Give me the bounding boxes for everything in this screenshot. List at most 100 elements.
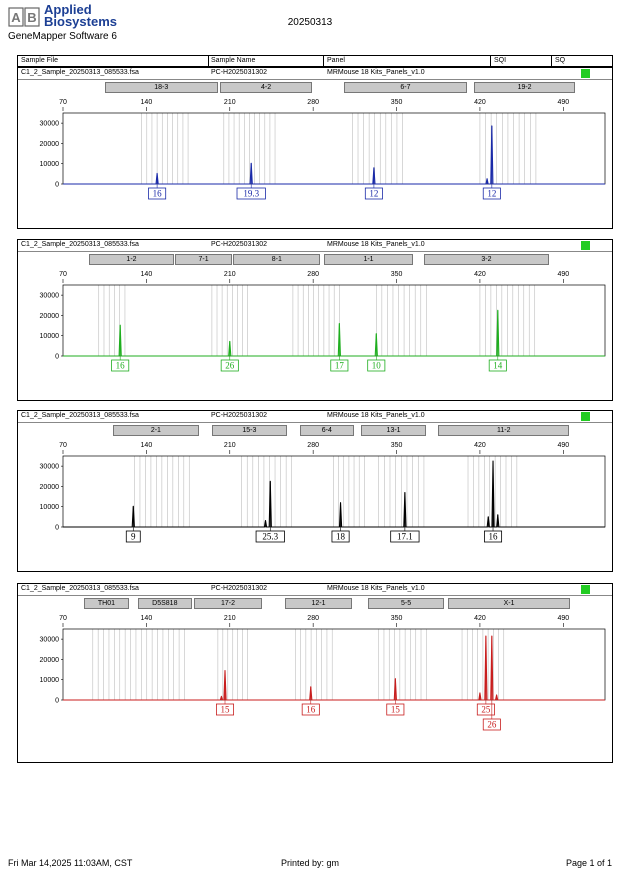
sample-info-row: C1_2_Sample_20250313_085533.fsa PC-H20250… — [18, 411, 612, 423]
col-sqi: SQI — [494, 57, 507, 64]
x-tick-label: 70 — [59, 99, 67, 106]
y-tick-label: 0 — [55, 698, 59, 705]
allele-call[interactable]: 16 — [111, 356, 130, 372]
marker-bin-7-1[interactable]: 7-1 — [174, 254, 233, 265]
svg-text:B: B — [27, 10, 36, 25]
marker-bin-x-1[interactable]: X-1 — [447, 598, 571, 609]
column-header: Sample File Sample Name Panel SQI SQ — [17, 55, 613, 67]
sample-info-row: C1_2_Sample_20250313_085533.fsa PC-H20250… — [18, 584, 612, 596]
marker-bin-8-1[interactable]: 8-1 — [233, 254, 321, 265]
y-tick-label: 10000 — [40, 677, 60, 684]
x-tick-label: 490 — [557, 442, 569, 449]
marker-bin-11-2[interactable]: 11-2 — [438, 425, 570, 436]
info-sample-file: C1_2_Sample_20250313_085533.fsa — [21, 585, 139, 592]
electropherogram-panel-blue: C1_2_Sample_20250313_085533.fsa PC-H20250… — [17, 67, 613, 229]
x-tick-label: 420 — [474, 442, 486, 449]
y-tick-label: 0 — [55, 525, 59, 532]
software-name: GeneMapper Software 6 — [8, 31, 117, 42]
allele-call[interactable]: 14 — [488, 356, 507, 372]
brand-name: Applied Biosystems — [44, 3, 117, 29]
x-tick-label: 210 — [224, 271, 236, 278]
y-tick-label: 20000 — [40, 484, 60, 491]
svg-text:A: A — [11, 10, 21, 25]
page-number: Page 1 of 1 — [565, 858, 612, 868]
col-sample-name: Sample Name — [211, 57, 256, 64]
allele-call[interactable]: 12 — [364, 184, 383, 200]
sizing-quality-indicator — [581, 241, 590, 250]
y-tick-label: 30000 — [40, 637, 60, 644]
y-tick-label: 20000 — [40, 141, 60, 148]
marker-bin-2-1[interactable]: 2-1 — [113, 425, 199, 436]
allele-call[interactable]: 25.3 — [255, 527, 285, 543]
allele-call[interactable]: 26 — [220, 356, 239, 372]
marker-bin-18-3[interactable]: 18-3 — [104, 82, 218, 93]
marker-bin-3-2[interactable]: 3-2 — [423, 254, 549, 265]
marker-bin-12-1[interactable]: 12-1 — [284, 598, 353, 609]
electropherogram-plot: 70 140 210 280 350 420 490 0 10000 20000 30000 16 26… — [40, 271, 606, 372]
x-tick-label: 350 — [391, 442, 403, 449]
y-tick-label: 0 — [55, 182, 59, 189]
allele-call[interactable]: 19.3 — [236, 184, 266, 200]
marker-bin-d5s818[interactable]: D5S818 — [138, 598, 192, 609]
allele-call[interactable]: 17 — [330, 356, 349, 372]
plot-frame — [62, 628, 606, 701]
allele-call-label: 19.3 — [243, 189, 259, 199]
marker-bin-4-2[interactable]: 4-2 — [220, 82, 312, 93]
marker-bin-6-7[interactable]: 6-7 — [344, 82, 467, 93]
allele-call[interactable]: 16 — [301, 700, 320, 716]
x-tick-label: 140 — [141, 615, 153, 622]
marker-bin-13-1[interactable]: 13-1 — [360, 425, 427, 436]
plot-frame — [62, 455, 606, 528]
signal-trace — [63, 460, 605, 528]
allele-call[interactable]: 16 — [484, 527, 503, 543]
x-tick-label: 70 — [59, 271, 67, 278]
allele-call-label: 10 — [372, 361, 382, 371]
allele-call[interactable]: 17.1 — [390, 527, 420, 543]
brand-line-2: Biosystems — [44, 14, 117, 29]
allele-call[interactable]: 15 — [386, 700, 405, 716]
allele-call-label: 17.1 — [397, 532, 413, 542]
col-sample-file: Sample File — [21, 57, 58, 64]
x-tick-label: 140 — [141, 99, 153, 106]
allele-call-label: 16 — [489, 532, 499, 542]
x-tick-label: 210 — [224, 99, 236, 106]
allele-call[interactable]: 9 — [125, 527, 141, 543]
x-tick-label: 490 — [557, 271, 569, 278]
allele-call[interactable]: 12 — [482, 184, 501, 200]
x-tick-label: 210 — [224, 615, 236, 622]
info-panel: MRMouse 18 Kits_Panels_v1.0 — [327, 585, 425, 592]
sizing-quality-indicator — [581, 412, 590, 421]
sizing-quality-indicator — [581, 69, 590, 78]
signal-trace — [63, 125, 605, 185]
printed-by: Printed by: gm — [280, 858, 340, 868]
x-tick-label: 490 — [557, 615, 569, 622]
marker-bin-1-2[interactable]: 1-2 — [89, 254, 174, 265]
allele-call[interactable]: 15 — [216, 700, 235, 716]
marker-bin-19-2[interactable]: 19-2 — [473, 82, 576, 93]
y-tick-label: 20000 — [40, 313, 60, 320]
marker-bin-1-1[interactable]: 1-1 — [323, 254, 414, 265]
marker-bin-6-4[interactable]: 6-4 — [300, 425, 354, 436]
allele-call[interactable]: 26 — [482, 700, 501, 731]
marker-bin-17-2[interactable]: 17-2 — [194, 598, 262, 609]
x-tick-label: 350 — [391, 99, 403, 106]
allele-call[interactable]: 16 — [148, 184, 167, 200]
x-tick-label: 420 — [474, 99, 486, 106]
allele-call[interactable]: 18 — [331, 527, 350, 543]
x-tick-label: 280 — [307, 271, 319, 278]
x-tick-label: 280 — [307, 442, 319, 449]
y-tick-label: 30000 — [40, 121, 60, 128]
col-sq: SQ — [555, 57, 566, 64]
sample-info-row: C1_2_Sample_20250313_085533.fsa PC-H20250… — [18, 240, 612, 252]
x-tick-label: 280 — [307, 99, 319, 106]
x-tick-label: 140 — [141, 271, 153, 278]
allele-call[interactable]: 10 — [367, 356, 386, 372]
x-tick-label: 280 — [307, 615, 319, 622]
y-tick-label: 10000 — [40, 504, 60, 511]
allele-call-label: 25.3 — [262, 532, 278, 542]
marker-bin-15-3[interactable]: 15-3 — [211, 425, 287, 436]
allele-call[interactable]: 25 — [476, 700, 495, 716]
marker-bin-th01[interactable]: TH01 — [84, 598, 129, 609]
marker-bin-5-5[interactable]: 5-5 — [367, 598, 445, 609]
electropherogram-panel-green: C1_2_Sample_20250313_085533.fsa PC-H20250… — [17, 239, 613, 401]
